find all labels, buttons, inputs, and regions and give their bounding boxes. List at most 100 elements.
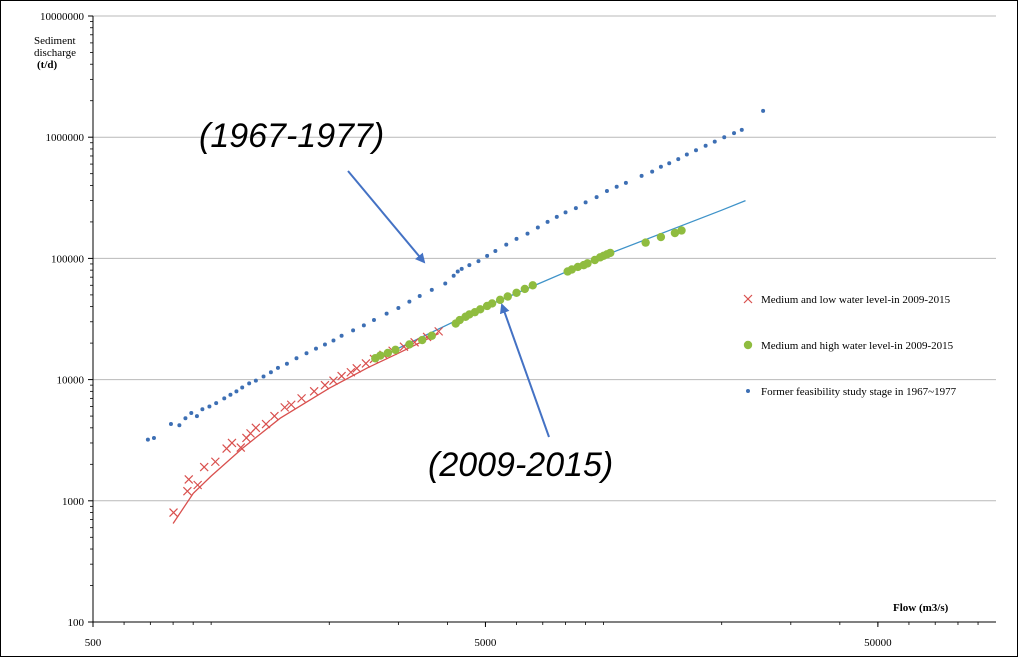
point-former-study — [396, 305, 401, 310]
annotation-arrow-1967-1977 — [347, 170, 426, 264]
point-low-water — [280, 402, 290, 412]
point-high-water — [427, 331, 436, 340]
point-high-water — [383, 348, 393, 358]
point-former-study — [253, 378, 258, 383]
point-former-study — [525, 231, 530, 236]
annotation-arrow-2009-2015 — [499, 303, 550, 438]
point-low-water — [352, 363, 362, 373]
point-former-study — [268, 370, 273, 375]
point-low-water-stroke-b — [352, 363, 362, 373]
point-low-water-stroke-b — [286, 400, 296, 410]
point-former-study — [535, 225, 540, 230]
legend-label-high: Medium and high water level-in 2009-2015 — [761, 340, 954, 352]
point-former-study — [732, 131, 737, 136]
point-low-water-stroke-b — [337, 371, 347, 381]
point-low-water-stroke-b — [236, 443, 246, 452]
point-former-study — [693, 148, 698, 153]
point-former-study — [493, 249, 498, 254]
point-low-water-stroke-b — [320, 380, 330, 390]
point-former-study — [739, 127, 744, 132]
point-low-water-stroke-b — [309, 386, 319, 396]
point-high-water — [417, 335, 427, 345]
point-former-study — [240, 385, 245, 390]
point-low-water — [184, 475, 194, 484]
gridlines — [93, 15, 996, 502]
point-low-water — [297, 393, 306, 403]
point-low-water — [199, 462, 209, 472]
point-low-water — [270, 411, 279, 421]
point-former-study — [614, 184, 619, 189]
legend-marker-low-water-stroke-b — [743, 294, 753, 304]
point-former-study — [594, 195, 599, 200]
point-former-study — [583, 200, 588, 205]
point-low-water-stroke-b — [361, 358, 371, 368]
point-former-study — [761, 108, 766, 113]
point-former-study — [234, 389, 239, 394]
point-former-study — [504, 242, 509, 247]
point-former-study — [485, 253, 490, 258]
point-former-study — [554, 214, 559, 219]
y-axis-title-line-3: (t/d) — [37, 59, 58, 71]
point-former-study — [459, 266, 464, 271]
point-low-water-stroke-b — [261, 419, 271, 429]
point-low-water-stroke-b — [346, 367, 356, 377]
point-former-study — [722, 135, 727, 140]
point-high-water — [670, 228, 680, 238]
annotation-1967-1977: (1967-1977) — [199, 117, 384, 155]
point-former-study — [563, 210, 568, 215]
point-high-water — [376, 351, 385, 360]
point-low-water — [434, 326, 444, 336]
point-high-water — [476, 305, 485, 314]
point-low-water — [227, 438, 237, 448]
point-low-water-stroke-b — [329, 376, 338, 386]
legend-markers — [743, 294, 753, 393]
point-former-study — [455, 269, 460, 274]
series-high-water — [371, 226, 686, 363]
point-former-study — [667, 161, 672, 166]
point-high-water — [512, 288, 521, 298]
point-low-water — [193, 480, 203, 490]
point-low-water — [286, 400, 296, 410]
y-tick-label: 10000 — [57, 375, 85, 387]
point-low-water — [210, 457, 220, 467]
legend-marker-high-water — [743, 340, 753, 350]
point-low-water-stroke-b — [169, 508, 178, 517]
point-former-study — [207, 404, 212, 409]
point-former-study — [322, 342, 327, 347]
point-high-water — [606, 248, 615, 258]
x-tick-label: 5000 — [474, 637, 497, 649]
annotation-2009-2015: (2009-2015) — [428, 446, 613, 484]
y-axis-title-line-1: Sediment — [34, 35, 76, 47]
point-former-study — [545, 219, 550, 224]
point-former-study — [261, 374, 266, 379]
data-series — [145, 108, 766, 517]
point-low-water-stroke-b — [251, 423, 261, 433]
point-former-study — [331, 338, 336, 343]
point-former-study — [623, 180, 628, 185]
point-former-study — [514, 236, 519, 241]
series-low-water — [169, 326, 444, 517]
point-former-study — [451, 273, 456, 278]
x-tick-label: 500 — [85, 637, 102, 649]
y-axis-title: Sediment discharge (t/d) — [34, 35, 76, 71]
point-former-study — [639, 173, 644, 178]
point-former-study — [604, 188, 609, 193]
point-former-study — [417, 293, 422, 298]
point-former-study — [371, 318, 376, 323]
y-tick-label: 1000 — [62, 496, 85, 508]
point-high-water — [528, 281, 537, 290]
point-former-study — [304, 351, 309, 356]
point-former-study — [222, 396, 227, 401]
point-low-water — [309, 386, 319, 396]
point-former-study — [214, 401, 219, 406]
legend-label-former: Former feasibility study stage in 1967~1… — [761, 386, 957, 398]
point-former-study — [275, 365, 280, 370]
point-low-water — [261, 419, 271, 429]
point-former-study — [443, 281, 448, 286]
point-former-study — [573, 206, 578, 211]
point-former-study — [676, 157, 681, 162]
point-former-study — [294, 356, 299, 361]
point-former-study — [247, 381, 252, 386]
y-axis-title-line-2: discharge — [34, 47, 76, 59]
